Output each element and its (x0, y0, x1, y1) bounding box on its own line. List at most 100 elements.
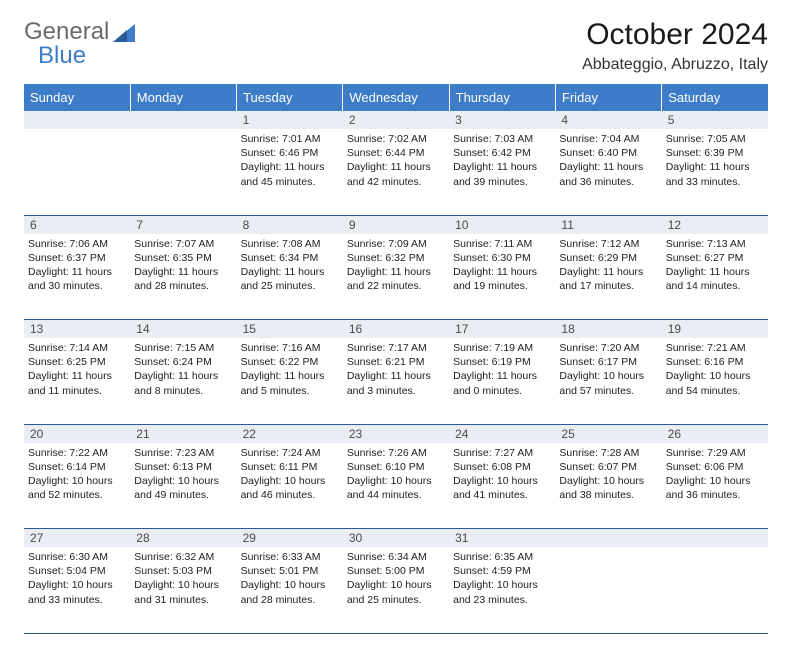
weekday-header: Tuesday (237, 84, 343, 111)
day-cell: Sunrise: 6:34 AMSunset: 5:00 PMDaylight:… (343, 547, 449, 633)
day-cell: Sunrise: 7:02 AMSunset: 6:44 PMDaylight:… (343, 129, 449, 215)
day-details: Sunrise: 7:22 AMSunset: 6:14 PMDaylight:… (28, 443, 126, 503)
day-number-cell: 21 (130, 424, 236, 443)
day-cell: Sunrise: 7:29 AMSunset: 6:06 PMDaylight:… (662, 443, 768, 529)
day-cell: Sunrise: 7:20 AMSunset: 6:17 PMDaylight:… (555, 338, 661, 424)
day-number-row: 13141516171819 (24, 320, 768, 339)
day-number-row: 12345 (24, 111, 768, 129)
day-details: Sunrise: 7:27 AMSunset: 6:08 PMDaylight:… (453, 443, 551, 503)
day-details: Sunrise: 7:05 AMSunset: 6:39 PMDaylight:… (666, 129, 764, 189)
day-number-cell: 2 (343, 111, 449, 129)
day-details: Sunrise: 7:28 AMSunset: 6:07 PMDaylight:… (559, 443, 657, 503)
day-number-cell: 26 (662, 424, 768, 443)
day-details: Sunrise: 7:29 AMSunset: 6:06 PMDaylight:… (666, 443, 764, 503)
day-details: Sunrise: 7:12 AMSunset: 6:29 PMDaylight:… (559, 234, 657, 294)
day-details: Sunrise: 7:14 AMSunset: 6:25 PMDaylight:… (28, 338, 126, 398)
day-details: Sunrise: 6:35 AMSunset: 4:59 PMDaylight:… (453, 547, 551, 607)
day-number-cell: 6 (24, 215, 130, 234)
day-cell: Sunrise: 7:22 AMSunset: 6:14 PMDaylight:… (24, 443, 130, 529)
day-cell: Sunrise: 7:16 AMSunset: 6:22 PMDaylight:… (237, 338, 343, 424)
day-details: Sunrise: 6:34 AMSunset: 5:00 PMDaylight:… (347, 547, 445, 607)
day-cell (24, 129, 130, 215)
week-row: Sunrise: 7:22 AMSunset: 6:14 PMDaylight:… (24, 443, 768, 529)
day-cell: Sunrise: 7:19 AMSunset: 6:19 PMDaylight:… (449, 338, 555, 424)
day-cell: Sunrise: 6:33 AMSunset: 5:01 PMDaylight:… (237, 547, 343, 633)
day-number-cell: 17 (449, 320, 555, 339)
day-details: Sunrise: 7:07 AMSunset: 6:35 PMDaylight:… (134, 234, 232, 294)
weekday-header: Thursday (449, 84, 555, 111)
day-number-cell (662, 529, 768, 548)
day-number-cell (130, 111, 236, 129)
day-cell: Sunrise: 7:13 AMSunset: 6:27 PMDaylight:… (662, 234, 768, 320)
day-cell (662, 547, 768, 633)
day-details: Sunrise: 7:11 AMSunset: 6:30 PMDaylight:… (453, 234, 551, 294)
day-cell: Sunrise: 7:24 AMSunset: 6:11 PMDaylight:… (237, 443, 343, 529)
day-cell: Sunrise: 7:04 AMSunset: 6:40 PMDaylight:… (555, 129, 661, 215)
page-subtitle: Abbateggio, Abruzzo, Italy (582, 56, 768, 74)
day-number-cell: 3 (449, 111, 555, 129)
day-details: Sunrise: 6:30 AMSunset: 5:04 PMDaylight:… (28, 547, 126, 607)
day-details: Sunrise: 6:33 AMSunset: 5:01 PMDaylight:… (241, 547, 339, 607)
day-number-cell: 8 (237, 215, 343, 234)
day-details: Sunrise: 7:15 AMSunset: 6:24 PMDaylight:… (134, 338, 232, 398)
day-number-cell: 4 (555, 111, 661, 129)
day-cell (130, 129, 236, 215)
week-row: Sunrise: 7:01 AMSunset: 6:46 PMDaylight:… (24, 129, 768, 215)
day-cell: Sunrise: 7:14 AMSunset: 6:25 PMDaylight:… (24, 338, 130, 424)
day-number-cell: 12 (662, 215, 768, 234)
day-cell: Sunrise: 7:27 AMSunset: 6:08 PMDaylight:… (449, 443, 555, 529)
day-cell: Sunrise: 6:32 AMSunset: 5:03 PMDaylight:… (130, 547, 236, 633)
day-cell: Sunrise: 7:12 AMSunset: 6:29 PMDaylight:… (555, 234, 661, 320)
day-number-cell: 18 (555, 320, 661, 339)
day-details: Sunrise: 7:16 AMSunset: 6:22 PMDaylight:… (241, 338, 339, 398)
day-number-cell: 11 (555, 215, 661, 234)
calendar-table: Sunday Monday Tuesday Wednesday Thursday… (24, 84, 768, 634)
day-details: Sunrise: 7:13 AMSunset: 6:27 PMDaylight:… (666, 234, 764, 294)
day-details: Sunrise: 6:32 AMSunset: 5:03 PMDaylight:… (134, 547, 232, 607)
day-details: Sunrise: 7:04 AMSunset: 6:40 PMDaylight:… (559, 129, 657, 189)
weekday-header: Sunday (24, 84, 130, 111)
day-number-cell: 16 (343, 320, 449, 339)
day-number-row: 2728293031 (24, 529, 768, 548)
day-cell: Sunrise: 7:07 AMSunset: 6:35 PMDaylight:… (130, 234, 236, 320)
day-number-cell: 7 (130, 215, 236, 234)
day-details: Sunrise: 7:02 AMSunset: 6:44 PMDaylight:… (347, 129, 445, 189)
day-details: Sunrise: 7:24 AMSunset: 6:11 PMDaylight:… (241, 443, 339, 503)
weekday-header: Saturday (662, 84, 768, 111)
day-number-cell: 19 (662, 320, 768, 339)
logo-triangle-icon (113, 24, 135, 42)
day-cell: Sunrise: 7:09 AMSunset: 6:32 PMDaylight:… (343, 234, 449, 320)
day-cell: Sunrise: 7:26 AMSunset: 6:10 PMDaylight:… (343, 443, 449, 529)
week-row: Sunrise: 7:06 AMSunset: 6:37 PMDaylight:… (24, 234, 768, 320)
day-cell: Sunrise: 7:21 AMSunset: 6:16 PMDaylight:… (662, 338, 768, 424)
day-details: Sunrise: 7:19 AMSunset: 6:19 PMDaylight:… (453, 338, 551, 398)
day-number-cell: 29 (237, 529, 343, 548)
day-number-row: 6789101112 (24, 215, 768, 234)
day-details: Sunrise: 7:23 AMSunset: 6:13 PMDaylight:… (134, 443, 232, 503)
week-row: Sunrise: 6:30 AMSunset: 5:04 PMDaylight:… (24, 547, 768, 633)
day-details: Sunrise: 7:01 AMSunset: 6:46 PMDaylight:… (241, 129, 339, 189)
day-number-cell: 13 (24, 320, 130, 339)
day-number-cell (555, 529, 661, 548)
day-number-cell: 5 (662, 111, 768, 129)
day-details: Sunrise: 7:06 AMSunset: 6:37 PMDaylight:… (28, 234, 126, 294)
day-cell: Sunrise: 7:06 AMSunset: 6:37 PMDaylight:… (24, 234, 130, 320)
header: General October 2024 Abbateggio, Abruzzo… (24, 18, 768, 74)
day-details: Sunrise: 7:26 AMSunset: 6:10 PMDaylight:… (347, 443, 445, 503)
day-cell: Sunrise: 7:08 AMSunset: 6:34 PMDaylight:… (237, 234, 343, 320)
day-number-cell: 31 (449, 529, 555, 548)
day-cell: Sunrise: 7:01 AMSunset: 6:46 PMDaylight:… (237, 129, 343, 215)
weekday-header: Wednesday (343, 84, 449, 111)
day-cell: Sunrise: 7:17 AMSunset: 6:21 PMDaylight:… (343, 338, 449, 424)
day-cell: Sunrise: 6:30 AMSunset: 5:04 PMDaylight:… (24, 547, 130, 633)
weekday-header: Monday (130, 84, 236, 111)
day-cell: Sunrise: 7:11 AMSunset: 6:30 PMDaylight:… (449, 234, 555, 320)
page-title: October 2024 (582, 18, 768, 52)
day-number-cell: 10 (449, 215, 555, 234)
day-cell: Sunrise: 7:05 AMSunset: 6:39 PMDaylight:… (662, 129, 768, 215)
day-number-cell: 9 (343, 215, 449, 234)
day-details: Sunrise: 7:17 AMSunset: 6:21 PMDaylight:… (347, 338, 445, 398)
day-number-cell: 1 (237, 111, 343, 129)
day-cell: Sunrise: 7:28 AMSunset: 6:07 PMDaylight:… (555, 443, 661, 529)
day-cell (555, 547, 661, 633)
